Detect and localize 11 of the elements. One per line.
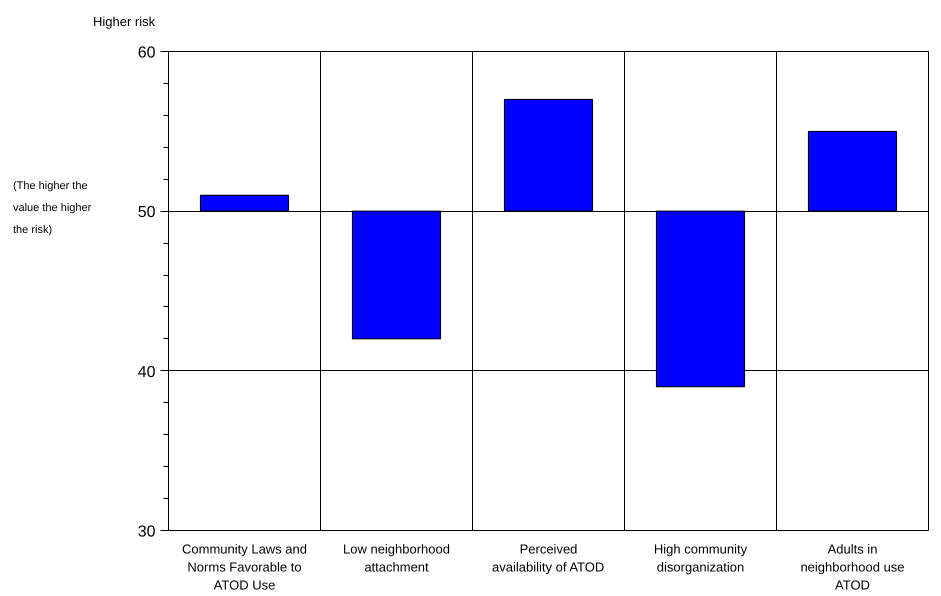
text: (The higher the value the higher the risk)	[13, 179, 92, 238]
y-tick-label: 30	[138, 524, 156, 540]
y-tick-label: 40	[138, 364, 156, 381]
text: Higher risk	[93, 13, 156, 31]
x-tick-label: Low neighborhood attachment	[343, 542, 450, 574]
y-tick-label: 50	[138, 204, 156, 222]
x-tick-label: High community disorganization	[654, 542, 748, 574]
x-tick-label: Community Laws and Norms Favorable to ATOD Use	[182, 542, 307, 592]
x-tick-label: Perceived availability of ATOD	[492, 542, 604, 574]
x-tick-label: Adults in neighborhood use ATOD	[800, 542, 905, 592]
y-tick-label: 60	[138, 44, 156, 62]
